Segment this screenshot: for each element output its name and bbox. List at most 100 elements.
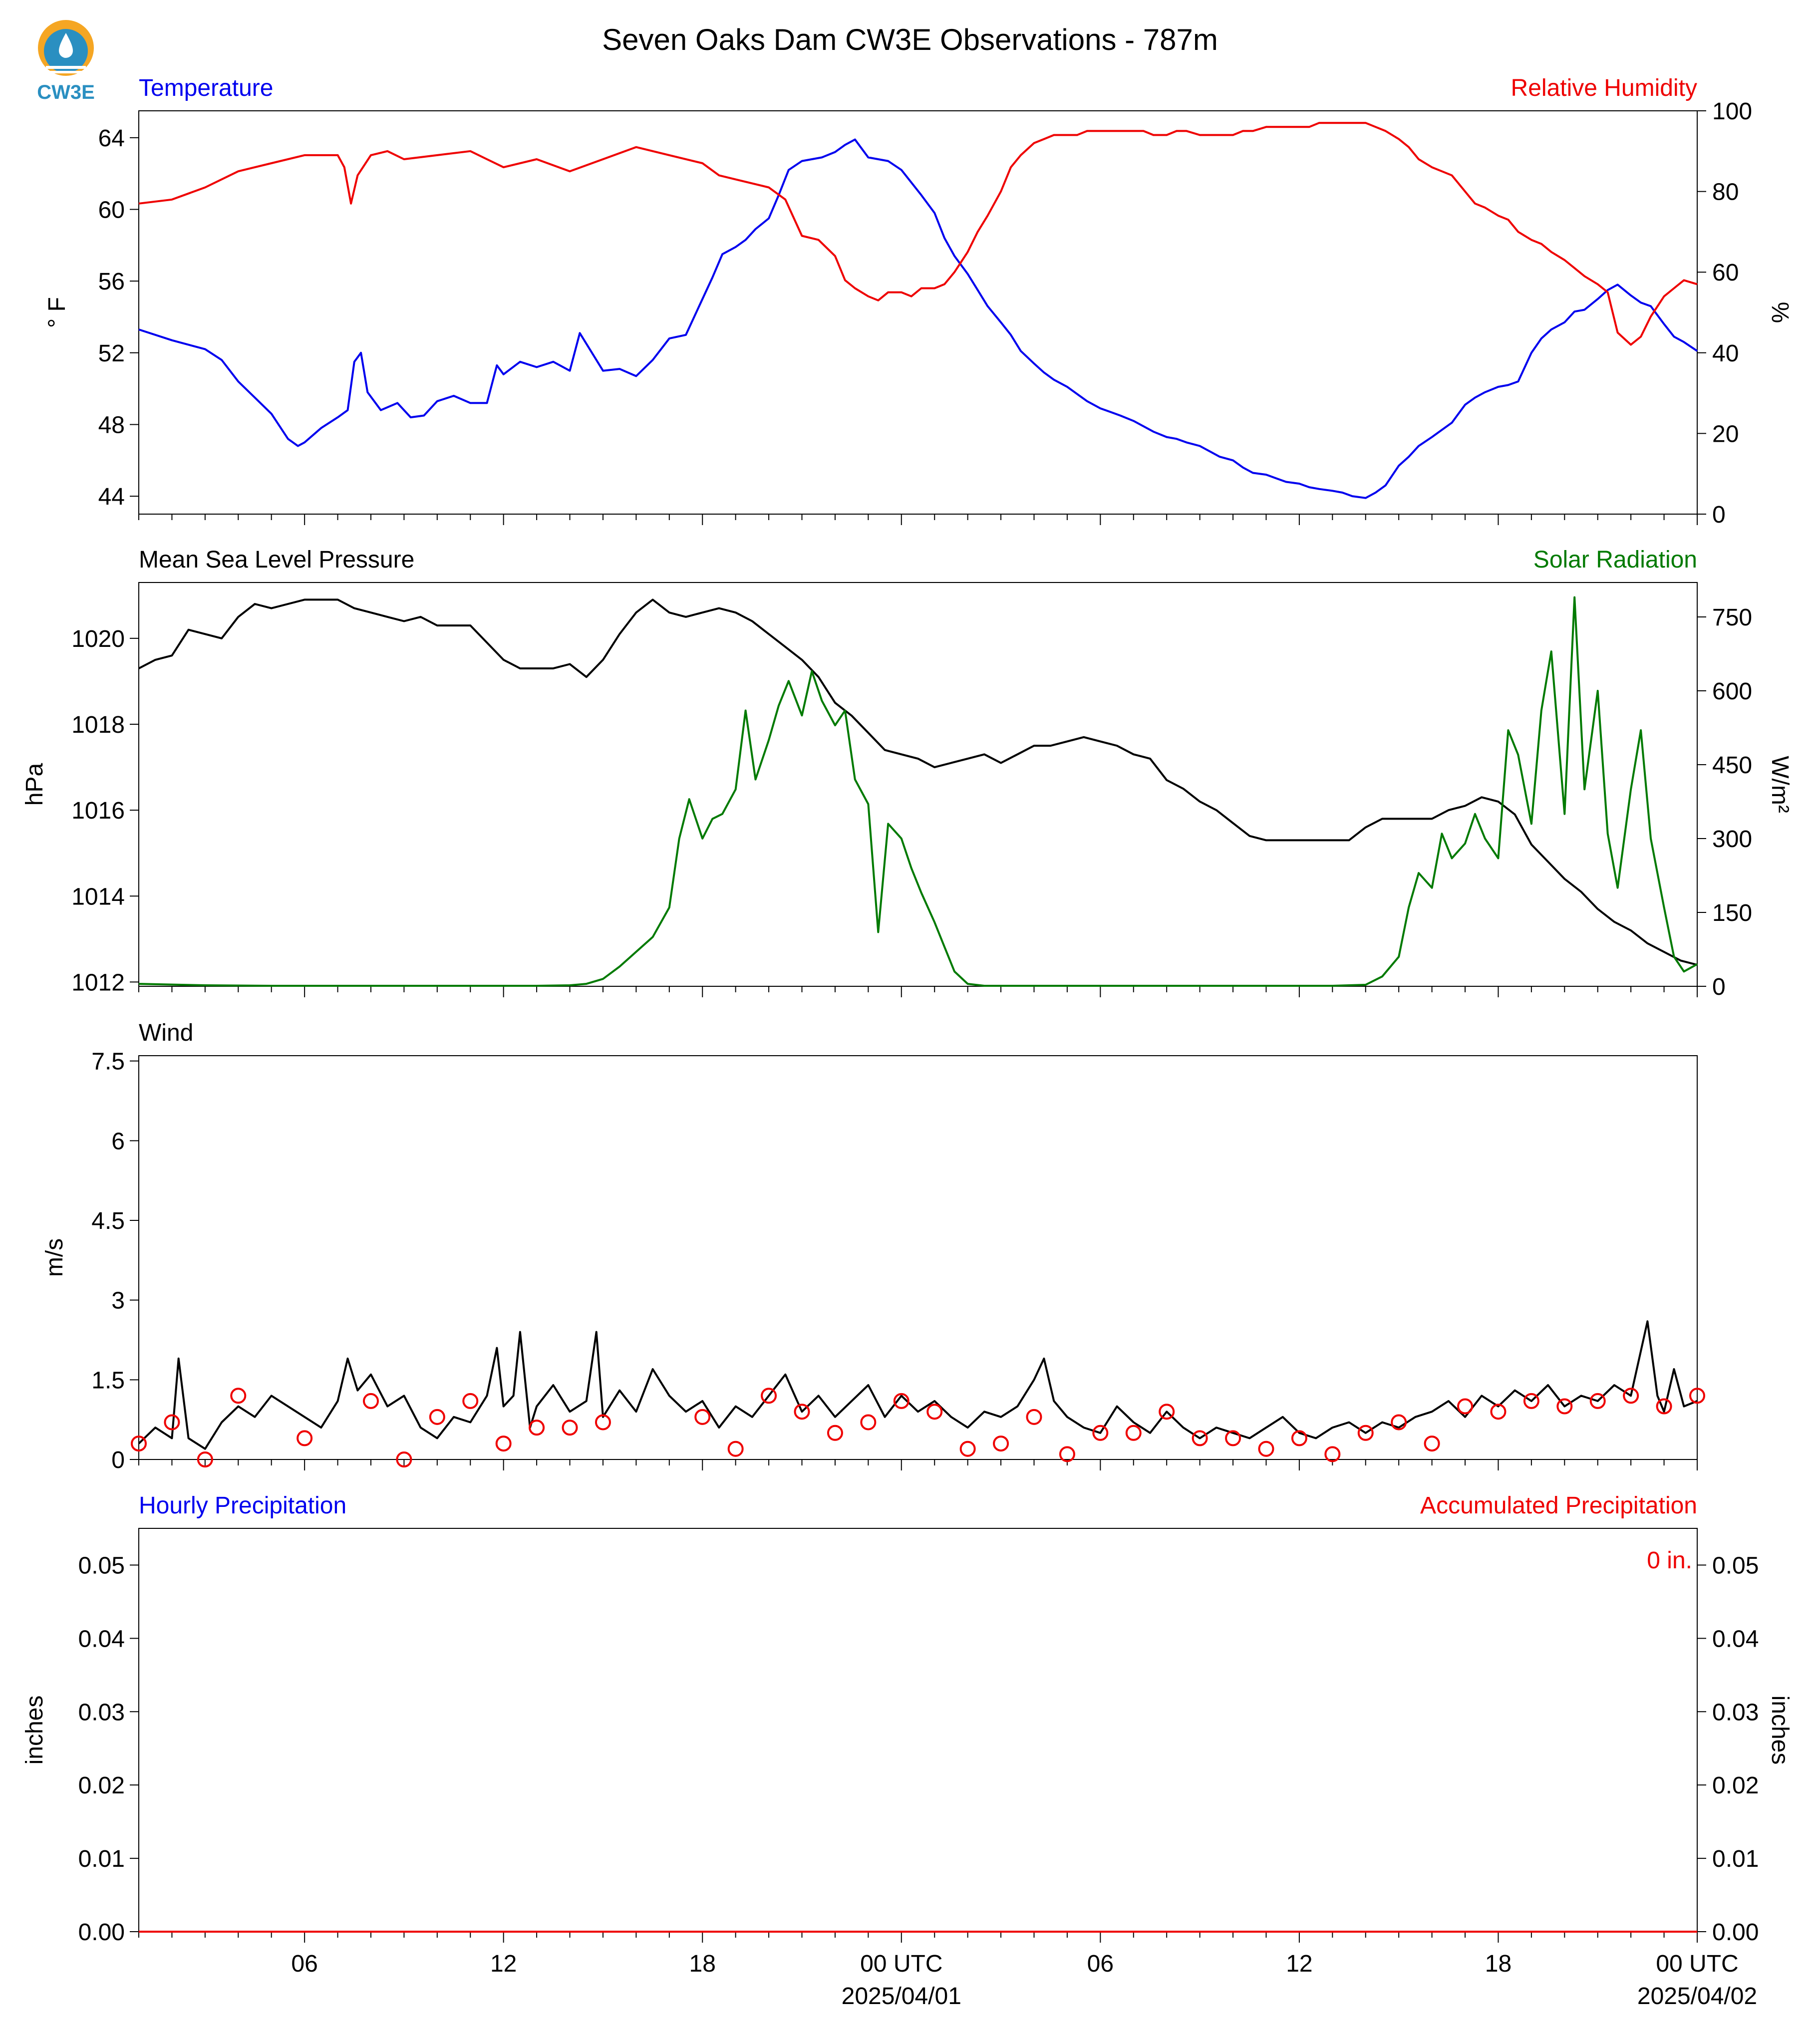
wind-hourly-marker	[1490, 1404, 1507, 1420]
logo-wave-1	[46, 66, 86, 69]
panel-title-right: Accumulated Precipitation	[1420, 1492, 1697, 1519]
wind-hourly-marker	[495, 1436, 512, 1452]
wind-hourly-marker	[297, 1430, 313, 1447]
wind-hourly-marker	[1125, 1425, 1142, 1441]
y-tick-label-left: 56	[98, 269, 125, 295]
y-label-left: hPa	[21, 763, 48, 806]
plot-frame	[138, 1055, 1698, 1460]
wind-hourly-marker	[1656, 1398, 1672, 1415]
y-tick-label-left: 0.02	[78, 1772, 125, 1799]
panel-title-left: Hourly Precipitation	[139, 1492, 346, 1519]
y-label-right: W/m²	[1767, 756, 1793, 813]
logo-drop-icon	[59, 33, 73, 58]
y-tick-label-left: 1012	[71, 969, 125, 996]
y-tick-label-left: 48	[98, 412, 125, 438]
panel-title-left: Mean Sea Level Pressure	[139, 547, 414, 573]
logo-text: CW3E	[37, 81, 95, 103]
wind-hourly-marker	[1225, 1430, 1241, 1447]
wind-hourly-marker	[1689, 1388, 1705, 1404]
y-tick-label-left: 0.01	[78, 1846, 125, 1872]
y-tick-label-left: 0.00	[78, 1919, 125, 1946]
wind-hourly-marker	[1192, 1430, 1208, 1447]
x-tick-label: 00 UTC	[1656, 1951, 1738, 1977]
y-tick-label-right: 40	[1712, 340, 1739, 367]
panel-title-left: Temperature	[139, 75, 273, 101]
wind-hourly-marker	[694, 1409, 711, 1425]
y-tick-label-left: 0.04	[78, 1626, 125, 1652]
x-tick-label: 18	[1485, 1951, 1512, 1977]
wind-hourly-marker	[1357, 1425, 1374, 1441]
wind-hourly-marker	[1059, 1446, 1075, 1462]
plot-frame	[138, 110, 1698, 515]
y-tick-label-right: 450	[1712, 752, 1752, 779]
y-tick-label-left: 64	[98, 125, 125, 152]
y-tick-label-left: 1014	[71, 883, 125, 910]
wind-hourly-marker	[1424, 1436, 1440, 1452]
wind-hourly-marker	[827, 1425, 843, 1441]
wind-hourly-marker	[794, 1404, 810, 1420]
y-tick-label-left: 7.5	[91, 1049, 125, 1075]
y-tick-label-left: 1020	[71, 626, 125, 652]
series-line-mean-sea-level-pressure	[138, 598, 1698, 966]
x-tick-label: 00 UTC	[860, 1951, 942, 1977]
wind-hourly-marker	[860, 1414, 877, 1431]
y-tick-label-right: 60	[1712, 260, 1739, 286]
series-line-solar-radiation	[138, 596, 1698, 987]
wind-hourly-marker	[396, 1451, 412, 1467]
wind-hourly-marker	[1258, 1441, 1274, 1457]
wind-hourly-marker	[1523, 1393, 1539, 1409]
panel-title-left: Wind	[139, 1020, 193, 1046]
wind-hourly-marker	[1556, 1398, 1573, 1415]
y-tick-label-left: 0.05	[78, 1552, 125, 1579]
y-tick-label-right: 0.04	[1712, 1626, 1759, 1652]
wind-hourly-marker	[1291, 1430, 1307, 1447]
wind-hourly-marker	[595, 1414, 611, 1431]
series-line-relative-humidity	[138, 122, 1698, 346]
cw3e-logo: CW3E	[26, 18, 106, 103]
x-tick-label: 06	[291, 1951, 317, 1977]
x-tick-label: 06	[1087, 1951, 1114, 1977]
wind-hourly-marker	[1026, 1409, 1042, 1425]
y-tick-label-right: 0.02	[1712, 1772, 1759, 1799]
wind-hourly-marker	[893, 1393, 910, 1409]
panel-2: 1012 1014 1016 1018 1020 0 150 300 450 600 750 Mean…	[21, 547, 1793, 1000]
series-line-wind	[138, 1320, 1698, 1450]
y-tick-label-left: 0.03	[78, 1699, 125, 1726]
y-label-right: %	[1767, 302, 1793, 323]
y-label-left: m/s	[41, 1238, 68, 1277]
series-line-temperature	[138, 138, 1698, 499]
wind-hourly-marker	[1589, 1393, 1606, 1409]
wind-hourly-marker	[164, 1414, 180, 1431]
wind-hourly-marker	[1391, 1414, 1407, 1431]
wind-hourly-marker	[1092, 1425, 1109, 1441]
y-label-left: ° F	[44, 297, 70, 328]
y-tick-label-left: 60	[98, 197, 125, 224]
wind-hourly-marker	[529, 1420, 545, 1436]
y-tick-label-left: 1018	[71, 712, 125, 738]
x-date-label: 2025/04/01	[842, 1983, 961, 2010]
y-tick-label-right: 300	[1712, 826, 1752, 853]
wind-hourly-marker	[1324, 1446, 1341, 1462]
panel-3: 0 1.5 3 4.5 6 7.5 Wind m/s	[41, 1020, 1705, 1473]
panel-4: 0.00 0.01 0.02 0.03 0.04 0.05 0.00 0.01 0.02 0.03…	[21, 1492, 1793, 1946]
x-tick-label: 12	[490, 1951, 517, 1977]
y-tick-label-left: 4.5	[91, 1208, 125, 1234]
logo-wave-2	[49, 71, 83, 73]
y-tick-label-left: 44	[98, 484, 125, 510]
wind-hourly-marker	[362, 1393, 379, 1409]
wind-hourly-marker	[1457, 1398, 1474, 1415]
x-date-label: 2025/04/02	[1637, 1983, 1757, 2010]
y-label-right: inches	[1767, 1696, 1793, 1765]
y-tick-label-right: 0.03	[1712, 1699, 1759, 1726]
wind-hourly-marker	[959, 1441, 976, 1457]
panel-title-right: Solar Radiation	[1533, 547, 1697, 573]
y-tick-label-right: 20	[1712, 421, 1739, 447]
panel-title-right: Relative Humidity	[1511, 75, 1697, 101]
y-tick-label-right: 80	[1712, 179, 1739, 206]
y-tick-label-left: 0	[111, 1447, 125, 1473]
y-tick-label-right: 150	[1712, 900, 1752, 926]
y-tick-label-right: 0.01	[1712, 1846, 1759, 1872]
accumulated-total-label: 0 in.	[1647, 1547, 1692, 1574]
